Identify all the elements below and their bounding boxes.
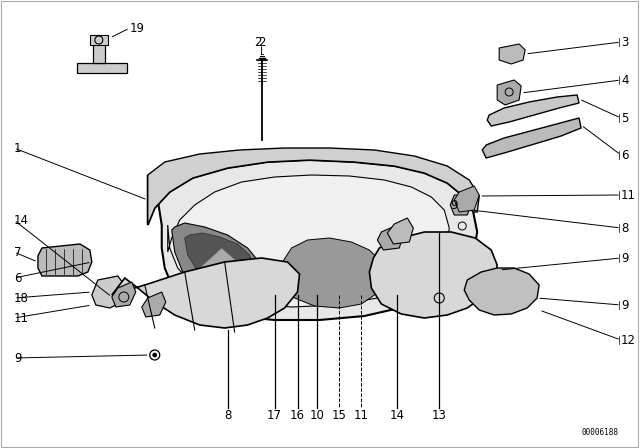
Text: 3: 3 [621,35,628,48]
Text: 11: 11 [621,189,636,202]
Polygon shape [487,95,579,126]
Text: 18: 18 [14,292,29,305]
Polygon shape [148,148,479,225]
Text: 9: 9 [621,251,628,264]
Polygon shape [93,37,105,63]
Polygon shape [282,238,385,308]
Polygon shape [142,292,166,317]
Text: 2: 2 [254,35,262,48]
Text: 7: 7 [14,246,22,258]
Circle shape [444,232,451,238]
Text: 1: 1 [14,142,22,155]
Text: 15: 15 [332,409,347,422]
Text: 4: 4 [621,73,628,86]
Text: 14: 14 [390,409,405,422]
Polygon shape [451,195,471,215]
Polygon shape [168,175,449,307]
Text: 6: 6 [14,271,22,284]
Text: 00006188: 00006188 [582,427,619,436]
Text: 11: 11 [14,311,29,324]
Text: 9: 9 [621,298,628,311]
Polygon shape [380,270,460,315]
Polygon shape [464,268,539,315]
Text: 10: 10 [310,409,325,422]
Text: 9: 9 [14,352,22,365]
Text: 19: 19 [130,22,145,34]
Polygon shape [77,63,127,73]
Text: 17: 17 [267,409,282,422]
Polygon shape [378,225,403,250]
Polygon shape [454,186,479,212]
Text: 2: 2 [258,35,266,48]
Circle shape [153,353,157,357]
Polygon shape [172,223,268,304]
Polygon shape [38,244,92,276]
Text: 5: 5 [621,112,628,125]
Polygon shape [499,44,525,64]
Text: 8: 8 [224,409,231,422]
Text: 14: 14 [14,214,29,227]
Polygon shape [482,118,581,158]
Polygon shape [387,218,413,244]
Polygon shape [112,282,136,307]
Polygon shape [200,248,244,268]
Text: 9: 9 [451,198,458,211]
Text: 8: 8 [621,221,628,234]
Polygon shape [185,233,255,283]
Polygon shape [148,160,477,320]
Polygon shape [497,80,521,105]
Text: 12: 12 [621,333,636,346]
Text: 13: 13 [432,409,447,422]
Polygon shape [90,35,108,45]
Polygon shape [112,258,300,328]
Polygon shape [92,276,124,308]
Text: 6: 6 [621,148,628,161]
Polygon shape [369,232,497,318]
Text: 11: 11 [354,409,369,422]
Text: 16: 16 [290,409,305,422]
